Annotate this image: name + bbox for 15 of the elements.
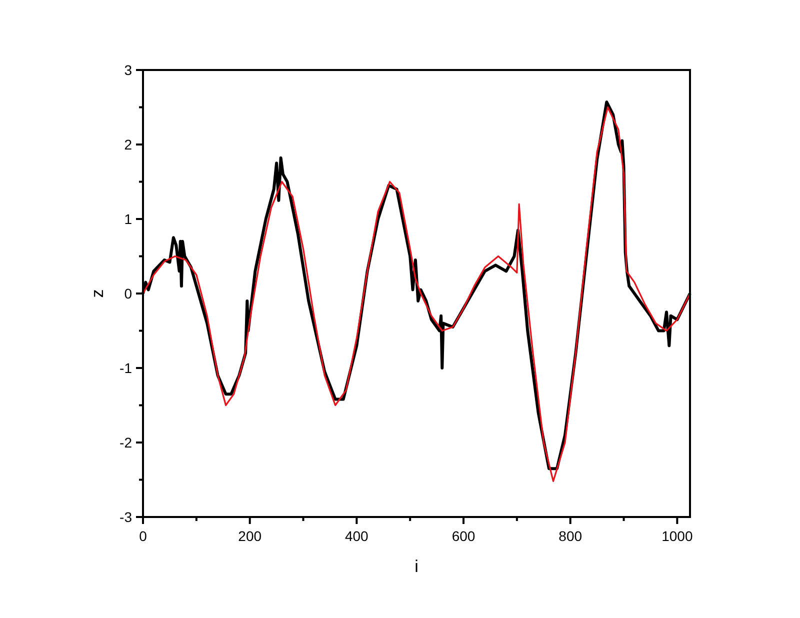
x-tick-label: 600 xyxy=(452,528,476,544)
y-tick-label: -1 xyxy=(120,360,132,376)
y-tick-label: 2 xyxy=(124,136,132,152)
x-tick-label: 800 xyxy=(558,528,582,544)
x-axis-title: i xyxy=(414,557,418,576)
y-tick-label: -3 xyxy=(120,509,132,525)
x-tick-label: 1000 xyxy=(662,528,693,544)
y-tick-label: 3 xyxy=(124,62,132,78)
x-tick-label: 400 xyxy=(344,528,369,544)
x-tick-label: 200 xyxy=(238,528,262,544)
x-tick-label: 0 xyxy=(139,528,148,544)
y-tick-label: 1 xyxy=(124,211,132,227)
y-tick-label: -2 xyxy=(120,434,132,450)
y-axis-title: z xyxy=(88,289,107,298)
y-tick-label: 0 xyxy=(124,286,132,302)
